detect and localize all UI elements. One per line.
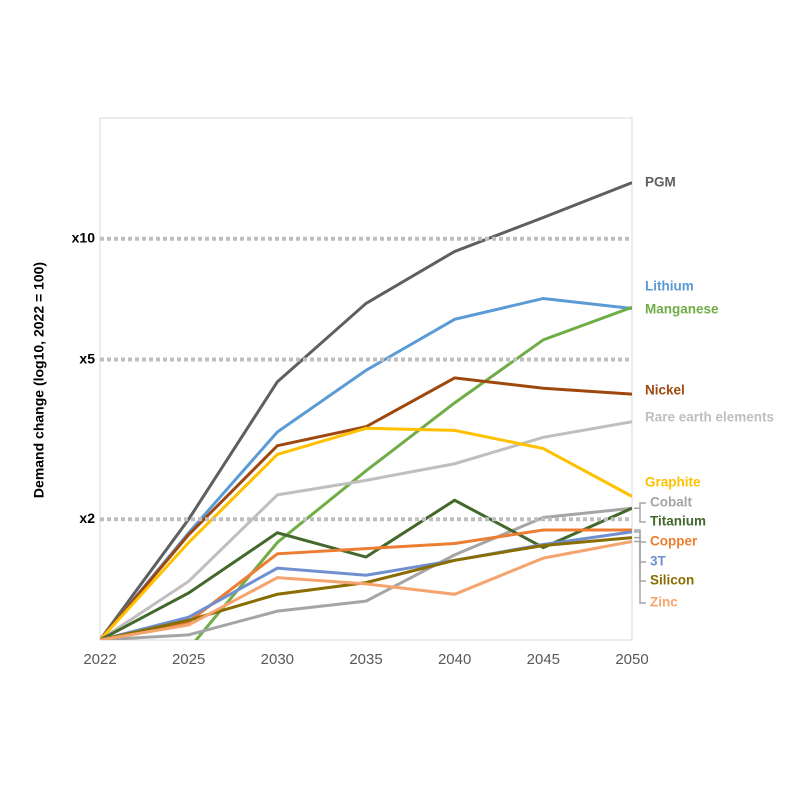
series-label: Nickel bbox=[645, 383, 685, 398]
series-label: Titanium bbox=[650, 514, 706, 529]
x-tick-label: 2035 bbox=[349, 651, 382, 668]
y-axis-label: Demand change (log10, 2022 = 100) bbox=[31, 262, 47, 498]
series-line bbox=[100, 498, 632, 640]
x-tick-label: 2025 bbox=[172, 651, 205, 668]
series-line bbox=[194, 305, 632, 640]
series-label: Manganese bbox=[645, 302, 719, 317]
series-label: Copper bbox=[650, 534, 698, 549]
series-label: Silicon bbox=[650, 573, 694, 588]
y-tick-label: x2 bbox=[79, 510, 95, 526]
series-label: Cobalt bbox=[650, 495, 693, 510]
leader-line bbox=[634, 540, 646, 604]
y-tick-label: x5 bbox=[79, 350, 95, 366]
series-line bbox=[100, 181, 632, 640]
series-label: Lithium bbox=[645, 279, 694, 294]
series-line bbox=[100, 420, 632, 640]
series-line bbox=[100, 528, 632, 640]
series-line bbox=[100, 376, 632, 640]
series-line bbox=[100, 540, 632, 640]
leader-line bbox=[634, 507, 646, 523]
x-tick-label: 2040 bbox=[438, 651, 471, 668]
series-line bbox=[100, 426, 632, 640]
series-label: PGM bbox=[645, 175, 676, 190]
y-tick-label: x10 bbox=[72, 229, 96, 245]
series-label: 3T bbox=[650, 554, 667, 569]
x-tick-label: 2045 bbox=[527, 651, 560, 668]
x-tick-label: 2050 bbox=[615, 651, 648, 668]
x-tick-label: 2030 bbox=[261, 651, 294, 668]
leader-line bbox=[634, 502, 646, 509]
series-label: Zinc bbox=[650, 595, 678, 610]
series-label: Graphite bbox=[645, 475, 701, 490]
series-label: Rare earth elements bbox=[645, 410, 774, 425]
x-tick-label: 2022 bbox=[83, 651, 116, 668]
plot-area bbox=[99, 117, 633, 641]
